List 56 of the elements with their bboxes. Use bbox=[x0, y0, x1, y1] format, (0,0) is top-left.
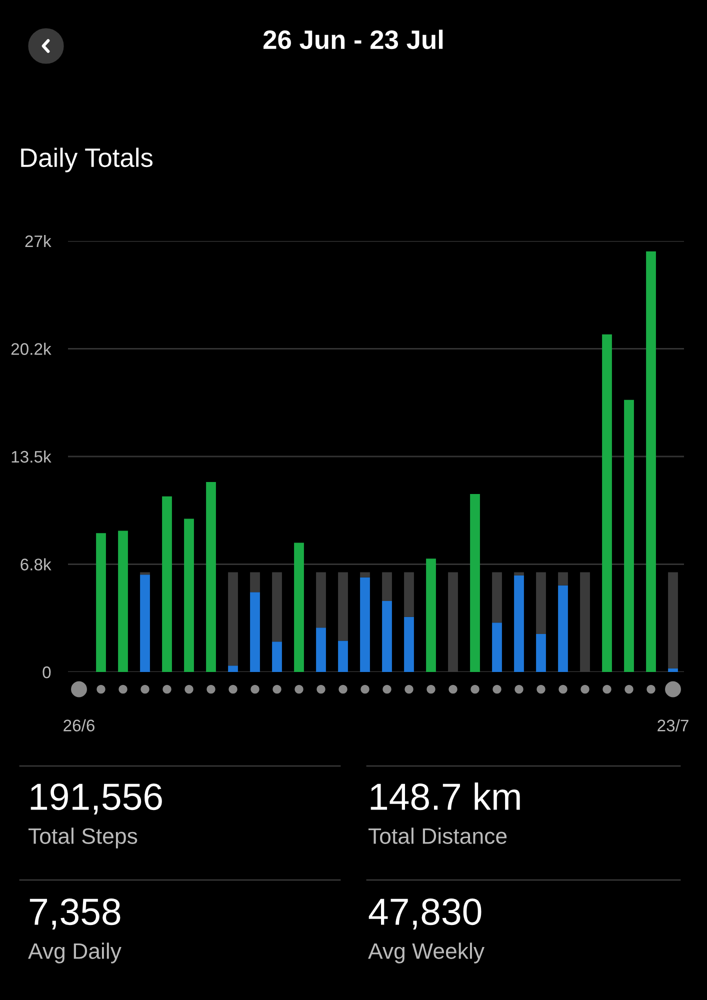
bar bbox=[228, 666, 238, 672]
bar bbox=[602, 334, 612, 672]
y-tick-label: 0 bbox=[42, 666, 51, 678]
bar bbox=[162, 496, 172, 672]
bar bbox=[536, 572, 546, 634]
bar bbox=[316, 572, 326, 628]
bar bbox=[536, 634, 546, 672]
bar bbox=[316, 628, 326, 672]
text: Avg Weekly bbox=[368, 942, 484, 964]
bar bbox=[558, 572, 568, 586]
bar bbox=[272, 642, 282, 672]
y-tick-label: 20.2k bbox=[11, 342, 52, 355]
bar bbox=[558, 585, 568, 672]
y-tick-label: 13.5k bbox=[12, 450, 52, 463]
bar bbox=[272, 572, 282, 642]
bar bbox=[250, 572, 260, 592]
bar bbox=[206, 482, 216, 672]
y-tick-label: 6.8k bbox=[20, 558, 52, 570]
bar bbox=[492, 622, 502, 672]
x-tick-label: 23/7 bbox=[658, 719, 688, 732]
chart-title: 26 Jun - 23 Jul bbox=[263, 30, 443, 50]
bar bbox=[294, 542, 304, 672]
text: Total Distance bbox=[368, 828, 507, 844]
bar bbox=[140, 574, 150, 672]
text: 7,358 bbox=[30, 898, 120, 930]
bar bbox=[184, 518, 194, 672]
text: Avg Daily bbox=[28, 942, 122, 964]
bar bbox=[140, 572, 150, 575]
bar bbox=[404, 616, 414, 672]
bar bbox=[382, 600, 392, 672]
bar bbox=[426, 558, 436, 672]
bar bbox=[228, 572, 238, 666]
bar bbox=[668, 668, 678, 672]
text: 47,830 bbox=[368, 898, 482, 930]
bar bbox=[404, 572, 414, 617]
bar bbox=[338, 640, 348, 672]
text: 148.7 km bbox=[370, 782, 520, 810]
bar bbox=[514, 575, 524, 672]
bar bbox=[624, 400, 634, 672]
bar bbox=[668, 572, 678, 668]
bar bbox=[646, 251, 656, 672]
y-tick-label: 27k bbox=[25, 234, 52, 248]
bar bbox=[514, 572, 524, 576]
bar bbox=[360, 572, 370, 578]
bar bbox=[382, 572, 392, 601]
chart-subtitle: Daily Totals bbox=[21, 148, 152, 172]
bar bbox=[96, 533, 106, 672]
bar bbox=[470, 494, 480, 672]
text: 191,556 bbox=[30, 784, 162, 814]
bar bbox=[338, 572, 348, 641]
bar bbox=[360, 577, 370, 672]
bar bbox=[492, 572, 502, 623]
x-tick-label: 26/6 bbox=[64, 719, 94, 732]
text: Total Steps bbox=[28, 828, 138, 848]
bar bbox=[250, 592, 260, 672]
bar bbox=[118, 530, 128, 672]
